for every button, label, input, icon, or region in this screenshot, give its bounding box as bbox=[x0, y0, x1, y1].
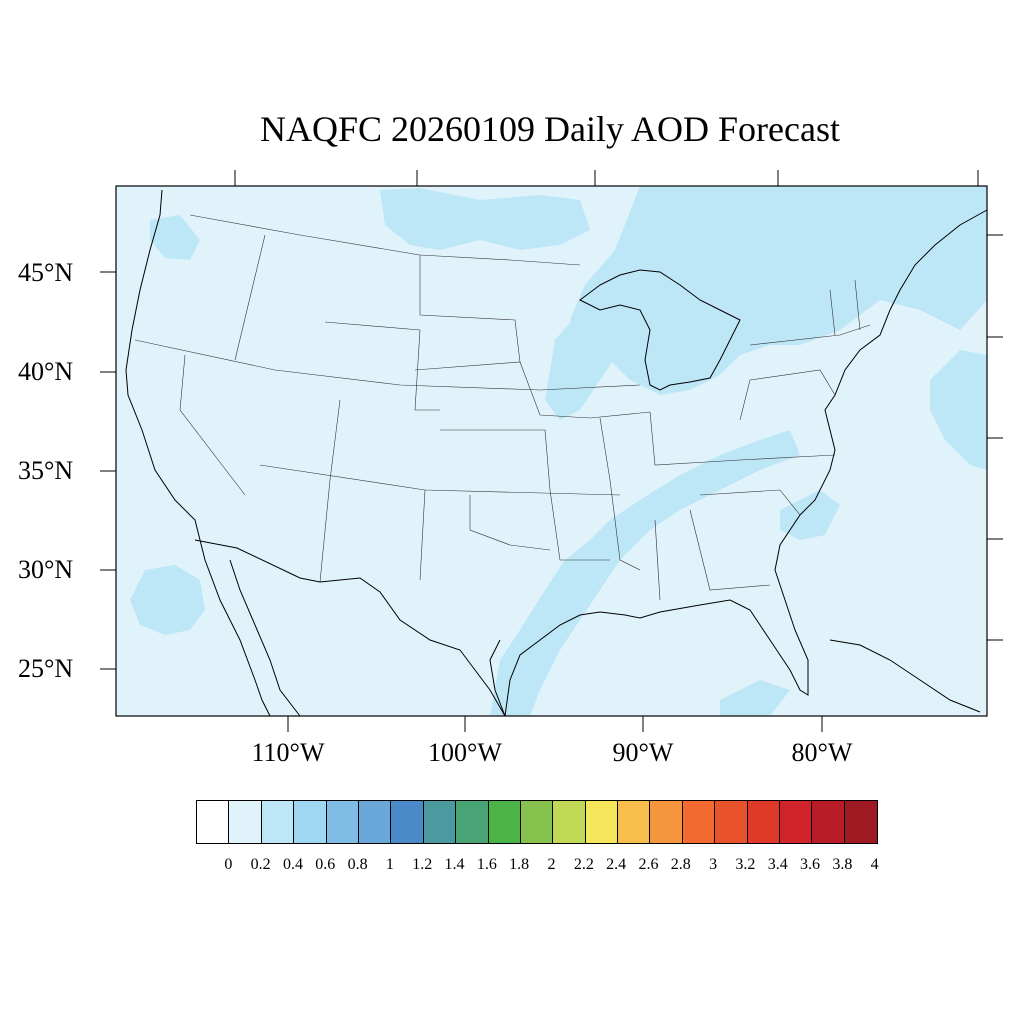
colorbar-swatch-9 bbox=[488, 801, 521, 843]
colorbar-tick-label: 2.4 bbox=[606, 856, 627, 873]
colorbar-tick-label: 3.8 bbox=[832, 856, 853, 873]
colorbar-swatch-1 bbox=[229, 801, 262, 843]
colorbar-swatch-11 bbox=[553, 801, 586, 843]
aod-region-central-band bbox=[545, 290, 640, 420]
state-boundaries bbox=[134, 214, 871, 601]
colorbar-swatch-17 bbox=[747, 801, 781, 843]
colorbar-swatch-10 bbox=[520, 801, 554, 843]
colorbar-tick-label: 0.4 bbox=[282, 856, 303, 873]
colorbar-tick-label: 4 bbox=[870, 856, 879, 873]
aod-region-carolinas bbox=[780, 490, 840, 540]
colorbar-tick-label: 0 bbox=[224, 856, 233, 873]
colorbar-tick-label: 3 bbox=[709, 856, 718, 873]
aod-region-northwest bbox=[150, 215, 200, 260]
colorbar-tick-label: 0.6 bbox=[315, 856, 336, 873]
colorbar-tick-label: 1.8 bbox=[509, 856, 530, 873]
colorbar-swatch-18 bbox=[780, 801, 813, 843]
colorbar-swatch-12 bbox=[585, 801, 619, 843]
lat-label-25n: 25°N bbox=[18, 654, 74, 683]
colorbar-swatch-8 bbox=[456, 801, 489, 843]
colorbar-tick-label: 1.6 bbox=[476, 856, 497, 873]
mexico-gulf-coast bbox=[489, 639, 506, 717]
colorbar-swatch-20 bbox=[844, 801, 878, 843]
colorbar-swatch-6 bbox=[391, 801, 424, 843]
colorbar-swatch-13 bbox=[618, 801, 651, 843]
baja-outline bbox=[229, 559, 301, 717]
lat-label-45n: 45°N bbox=[18, 258, 74, 287]
colorbar-swatch-0 bbox=[197, 801, 230, 843]
aod-region-pacific bbox=[130, 565, 205, 635]
colorbar-tick-label: 1.2 bbox=[412, 856, 433, 873]
colorbar-tick-label: 1.4 bbox=[444, 856, 465, 873]
colorbar-tick-label: 0.8 bbox=[347, 856, 368, 873]
lon-label-100w: 100°W bbox=[428, 738, 502, 767]
aod-region-north-central bbox=[380, 188, 590, 250]
cuba-outline bbox=[829, 639, 981, 713]
map-title: NAQFC 20260109 Daily AOD Forecast bbox=[260, 109, 840, 149]
colorbar-tick-label: 2 bbox=[547, 856, 556, 873]
colorbar-swatch-14 bbox=[650, 801, 683, 843]
colorbar-swatch-2 bbox=[261, 801, 295, 843]
colorbar-swatch-4 bbox=[326, 801, 359, 843]
map-ticks bbox=[100, 170, 1003, 732]
lon-label-110w: 110°W bbox=[251, 738, 325, 767]
aod-region-atlantic-east bbox=[930, 350, 987, 470]
lon-label-80w: 80°W bbox=[791, 738, 853, 767]
colorbar-swatch-15 bbox=[682, 801, 716, 843]
colorbar-tick-label: 3.6 bbox=[800, 856, 821, 873]
colorbar-swatch-19 bbox=[812, 801, 845, 843]
map-border bbox=[115, 185, 988, 717]
colorbar-swatch-7 bbox=[423, 801, 457, 843]
colorbar-swatch-3 bbox=[294, 801, 327, 843]
colorbar-tick-label: 1 bbox=[385, 856, 394, 873]
aod-region-florida-keys bbox=[720, 680, 790, 716]
colorbar-tick-label: 3.4 bbox=[767, 856, 788, 873]
great-lakes-outline bbox=[579, 269, 741, 391]
aod-elevated-regions bbox=[130, 186, 987, 716]
us-outline bbox=[125, 189, 988, 717]
colorbar-tick-label: 0.2 bbox=[250, 856, 271, 873]
lon-label-90w: 90°W bbox=[612, 738, 674, 767]
colorbar-tick-label: 2.6 bbox=[638, 856, 659, 873]
lat-label-40n: 40°N bbox=[18, 357, 74, 386]
colorbar-swatch-16 bbox=[715, 801, 748, 843]
coastlines bbox=[125, 189, 988, 717]
colorbar-swatch-5 bbox=[358, 801, 392, 843]
colorbar-tick-label: 2.2 bbox=[573, 856, 594, 873]
colorbar-tick-label: 3.2 bbox=[735, 856, 756, 873]
lat-label-35n: 35°N bbox=[18, 456, 74, 485]
aod-region-northeast-band bbox=[570, 186, 987, 395]
lat-label-30n: 30°N bbox=[18, 555, 74, 584]
aod-colorbar bbox=[196, 800, 879, 844]
colorbar-tick-label: 2.8 bbox=[670, 856, 691, 873]
